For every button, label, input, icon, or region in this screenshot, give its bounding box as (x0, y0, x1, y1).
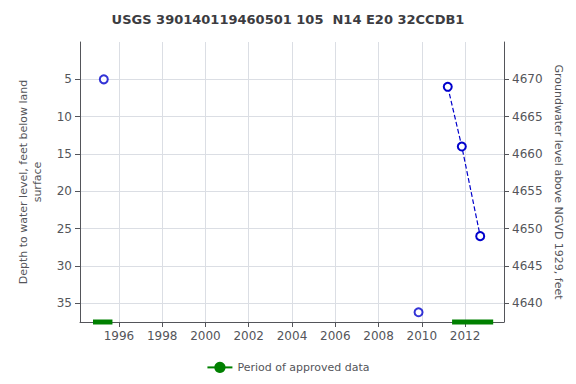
svg-text:4645: 4645 (512, 259, 543, 273)
svg-text:2004: 2004 (277, 329, 308, 343)
svg-text:35: 35 (57, 296, 72, 310)
svg-text:4640: 4640 (512, 296, 543, 310)
svg-text:USGS 390140119460501 105 N14: USGS 390140119460501 105 N14 E20 32CCDB1 (112, 12, 465, 27)
svg-text:15: 15 (57, 147, 72, 161)
svg-text:2006: 2006 (320, 329, 351, 343)
svg-text:4670: 4670 (512, 72, 543, 86)
svg-text:25: 25 (57, 222, 72, 236)
svg-text:5: 5 (64, 72, 72, 86)
svg-text:1998: 1998 (147, 329, 178, 343)
svg-text:4665: 4665 (512, 110, 543, 124)
svg-text:2000: 2000 (190, 329, 221, 343)
svg-text:4660: 4660 (512, 147, 543, 161)
svg-text:Groundwater level above NGVD 1: Groundwater level above NGVD 1929, feet (552, 64, 565, 300)
svg-text:2012: 2012 (450, 329, 481, 343)
svg-text:2008: 2008 (363, 329, 394, 343)
svg-text:Depth to water level, feet bel: Depth to water level, feet below land (17, 80, 30, 285)
svg-text:surface: surface (31, 161, 44, 202)
svg-text:4655: 4655 (512, 184, 543, 198)
svg-text:Period of approved data: Period of approved data (237, 361, 369, 374)
svg-text:30: 30 (57, 259, 72, 273)
svg-text:2002: 2002 (233, 329, 264, 343)
svg-text:4650: 4650 (512, 222, 543, 236)
svg-text:2010: 2010 (407, 329, 438, 343)
svg-text:10: 10 (57, 110, 72, 124)
svg-text:1996: 1996 (104, 329, 135, 343)
svg-text:20: 20 (57, 184, 72, 198)
